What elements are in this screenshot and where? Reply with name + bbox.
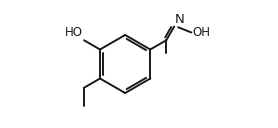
- Text: HO: HO: [65, 26, 83, 39]
- Text: OH: OH: [192, 26, 210, 39]
- Text: N: N: [175, 13, 185, 26]
